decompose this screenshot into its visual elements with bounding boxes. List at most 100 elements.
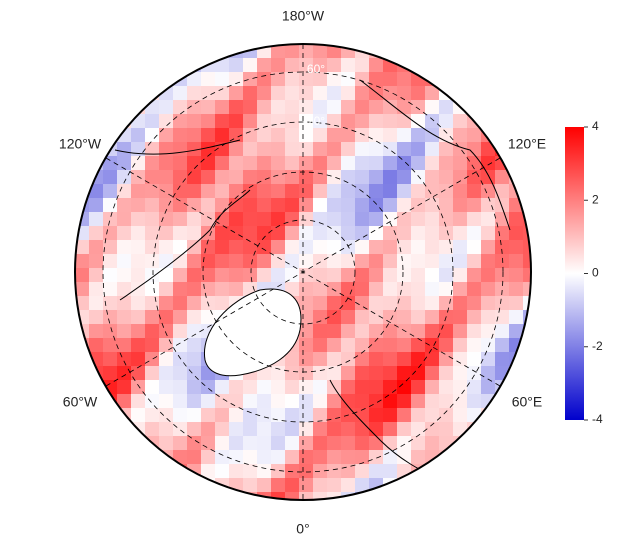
field-cell [383, 268, 397, 282]
field-cell [131, 310, 145, 324]
field-cell [75, 184, 89, 198]
field-cell [509, 254, 523, 268]
field-cell [355, 226, 369, 240]
field-cell [327, 156, 341, 170]
field-cell [509, 44, 523, 58]
field-cell [411, 310, 425, 324]
field-cell [173, 422, 187, 436]
field-cell [355, 422, 369, 436]
field-cell [131, 324, 145, 338]
field-cell [397, 268, 411, 282]
field-cell [215, 86, 229, 100]
field-cell [257, 226, 271, 240]
field-cell [243, 422, 257, 436]
field-cell [145, 184, 159, 198]
field-cell [201, 492, 215, 500]
field-cell [411, 478, 425, 492]
field-cell [215, 170, 229, 184]
field-cell [201, 198, 215, 212]
lon-label: 120°W [59, 136, 102, 152]
field-cell [89, 72, 103, 86]
field-cell [425, 380, 439, 394]
field-cell [383, 338, 397, 352]
field-cell [425, 282, 439, 296]
field-cell [453, 114, 467, 128]
field-cell [271, 212, 285, 226]
field-cell [173, 408, 187, 422]
field-cell [285, 240, 299, 254]
field-cell [173, 142, 187, 156]
field-cell [425, 184, 439, 198]
field-cell [439, 352, 453, 366]
field-cell [117, 464, 131, 478]
field-cell [173, 198, 187, 212]
field-cell [341, 226, 355, 240]
field-cell [89, 380, 103, 394]
field-cell [453, 296, 467, 310]
lat-ring [102, 71, 504, 473]
field-cell [327, 492, 341, 500]
field-cell [439, 338, 453, 352]
field-cell [243, 128, 257, 142]
field-cell [453, 352, 467, 366]
field-cell [145, 310, 159, 324]
field-cell [481, 170, 495, 184]
field-cell [383, 156, 397, 170]
field-cell [397, 114, 411, 128]
field-cell [145, 296, 159, 310]
field-cell [243, 198, 257, 212]
field-cell [271, 86, 285, 100]
field-cell [131, 184, 145, 198]
field-cell [439, 492, 453, 500]
field-cell [327, 114, 341, 128]
field-cell [411, 184, 425, 198]
field-cell [117, 296, 131, 310]
field-cell [271, 156, 285, 170]
field-cell [411, 226, 425, 240]
field-cell [131, 450, 145, 464]
field-cell [75, 44, 89, 58]
field-cell [173, 100, 187, 114]
field-cell [103, 296, 117, 310]
field-cell [131, 408, 145, 422]
field-cell [369, 114, 383, 128]
field-cell [215, 492, 229, 500]
field-cell [159, 226, 173, 240]
field-cell [103, 212, 117, 226]
field-cell [271, 226, 285, 240]
field-cell [383, 114, 397, 128]
colorbar-tick-label: -2 [592, 339, 603, 353]
field-cell [495, 394, 509, 408]
field-cell [397, 478, 411, 492]
field-cell [271, 436, 285, 450]
field-cell [467, 226, 481, 240]
field-cell [439, 422, 453, 436]
field-cell [509, 114, 523, 128]
field-cell [495, 170, 509, 184]
field-cell [145, 170, 159, 184]
field-cell [509, 86, 523, 100]
field-cell [481, 352, 495, 366]
field-cell [145, 44, 159, 58]
field-cell [285, 436, 299, 450]
field-cell [369, 338, 383, 352]
field-cell [103, 324, 117, 338]
field-cell [453, 450, 467, 464]
field-cell [411, 450, 425, 464]
field-cell [453, 478, 467, 492]
field-cell [145, 338, 159, 352]
field-cell [383, 324, 397, 338]
field-cell [103, 450, 117, 464]
field-cell [187, 212, 201, 226]
field-cell [285, 114, 299, 128]
field-cell [411, 44, 425, 58]
field-cell [145, 352, 159, 366]
field-cell [131, 394, 145, 408]
field-cell [173, 282, 187, 296]
field-cell [285, 380, 299, 394]
field-cell [145, 114, 159, 128]
field-cell [411, 492, 425, 500]
field-cell [425, 436, 439, 450]
field-cell [425, 212, 439, 226]
field-cell [299, 226, 313, 240]
